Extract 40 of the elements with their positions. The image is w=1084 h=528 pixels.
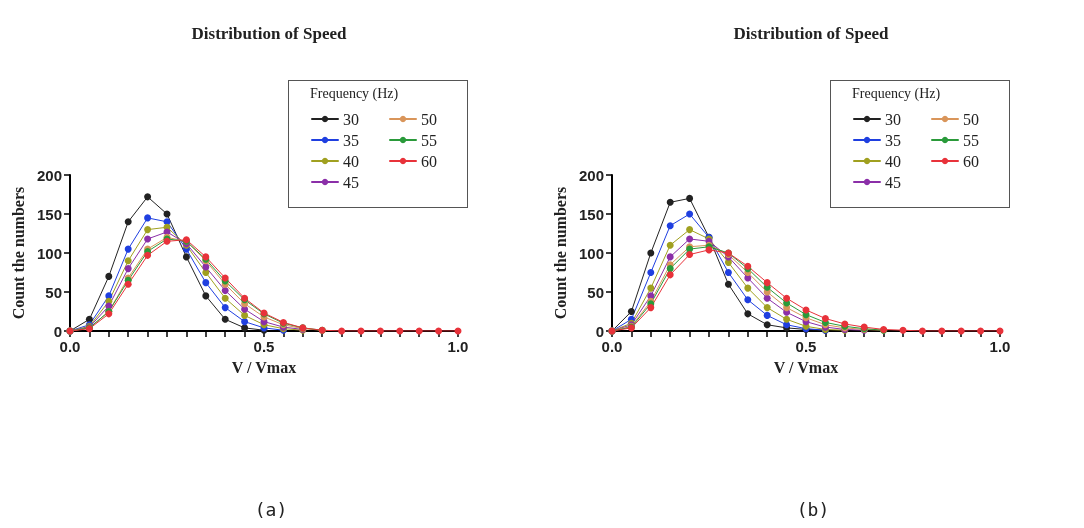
y-tick-label: 50: [587, 283, 604, 301]
legend-label: 45: [343, 173, 359, 191]
legend-label: 40: [343, 152, 359, 170]
legend-label: 60: [963, 152, 979, 170]
y-axis-title: Count the numbers: [551, 186, 569, 320]
legend-label: 30: [343, 110, 359, 128]
y-axis-title: Count the numbers: [9, 186, 27, 320]
x-tick-label: 1.0: [447, 338, 469, 355]
x-tick-label: 0.0: [601, 338, 623, 355]
legend-title: Frequency (Hz): [852, 85, 941, 102]
text: (b): [796, 498, 830, 520]
chart-title: Distribution of Speed: [733, 24, 889, 43]
x-tick-label: 1.0: [989, 338, 1011, 355]
legend-label: 30: [885, 110, 901, 128]
chart-title: Distribution of Speed: [191, 24, 347, 43]
y-tick-label: 150: [36, 205, 62, 223]
x-axis-title: V / Vmax: [773, 358, 839, 376]
x-tick-label: 0.5: [795, 338, 817, 355]
text: (a): [254, 498, 288, 520]
y-tick-label: 0: [53, 322, 62, 340]
legend-label: 40: [885, 152, 901, 170]
y-tick-label: 200: [578, 166, 604, 184]
legend-label: 35: [885, 131, 901, 149]
legend-label: 60: [421, 152, 437, 170]
y-tick-label: 200: [36, 166, 62, 184]
legend-label: 50: [421, 110, 437, 128]
y-tick-label: 150: [578, 205, 604, 223]
y-tick-label: 100: [578, 244, 604, 262]
legend-label: 50: [963, 110, 979, 128]
legend-label: 55: [963, 131, 979, 149]
x-tick-label: 0.5: [253, 338, 275, 355]
x-axis-title: V / Vmax: [231, 358, 297, 376]
legend-label: 55: [421, 131, 437, 149]
legend-label: 45: [885, 173, 901, 191]
legend-title: Frequency (Hz): [310, 85, 399, 102]
y-tick-label: 0: [595, 322, 604, 340]
y-tick-label: 50: [45, 283, 62, 301]
x-tick-label: 0.0: [59, 338, 81, 355]
y-tick-label: 100: [36, 244, 62, 262]
legend-label: 35: [343, 131, 359, 149]
